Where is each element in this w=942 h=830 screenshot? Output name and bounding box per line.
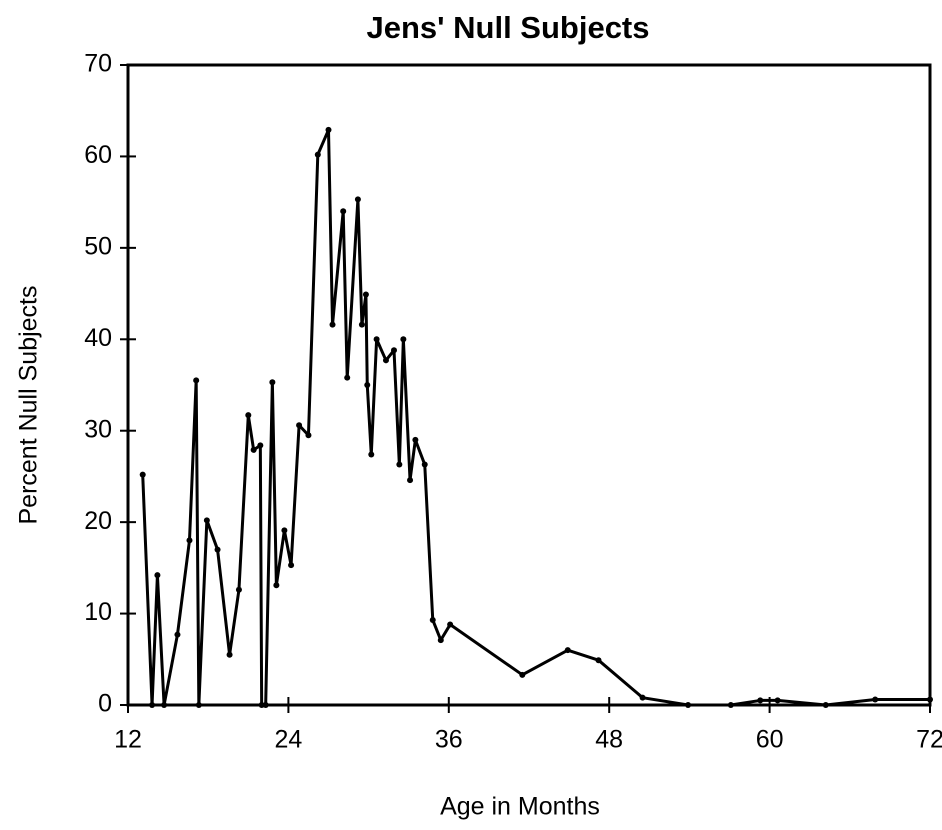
x-tick-label: 24 — [274, 726, 302, 754]
y-tick-label: 30 — [84, 415, 112, 443]
data-point — [382, 357, 389, 364]
data-point — [314, 151, 321, 158]
data-point — [329, 321, 336, 328]
y-tick-label: 60 — [84, 141, 112, 169]
data-point — [226, 651, 233, 658]
data-point — [822, 702, 829, 708]
x-tick-label: 72 — [916, 726, 942, 754]
data-point — [727, 702, 734, 708]
data-point — [186, 537, 193, 544]
x-tick-label: 12 — [114, 726, 142, 754]
data-point — [325, 126, 332, 133]
data-point — [774, 697, 781, 704]
data-point — [149, 702, 156, 708]
data-point — [437, 637, 444, 644]
data-point — [250, 446, 257, 453]
data-point — [368, 451, 375, 458]
data-point — [412, 436, 419, 443]
data-point — [390, 347, 397, 354]
data-point — [340, 208, 347, 215]
data-point — [214, 546, 221, 553]
data-point — [407, 477, 414, 484]
y-tick-label: 0 — [98, 690, 112, 718]
y-tick-label: 20 — [84, 507, 112, 535]
data-point — [927, 696, 933, 703]
data-point — [193, 377, 200, 384]
data-point — [421, 461, 428, 468]
y-tick-label: 40 — [84, 324, 112, 352]
data-point — [288, 562, 295, 569]
data-point — [429, 616, 436, 623]
data-point — [872, 696, 879, 703]
data-point — [257, 442, 264, 449]
data-point — [685, 702, 692, 708]
data-point — [245, 412, 252, 419]
x-axis-label: Age in Months — [440, 793, 600, 821]
data-point — [195, 702, 202, 708]
data-point — [354, 196, 361, 203]
y-axis-label: Percent Null Subjects — [15, 285, 43, 524]
data-point — [362, 291, 369, 298]
data-point — [269, 379, 276, 386]
data-point — [174, 631, 181, 638]
data-point — [305, 432, 312, 439]
y-tick-label: 70 — [84, 50, 112, 78]
data-point — [396, 461, 403, 468]
data-point — [344, 374, 351, 381]
x-tick-label: 60 — [756, 726, 784, 754]
x-tick-label: 36 — [435, 726, 463, 754]
data-point — [203, 517, 210, 524]
data-line — [141, 128, 930, 707]
data-point — [273, 582, 280, 589]
data-point — [154, 572, 161, 579]
data-point — [400, 336, 407, 343]
data-point — [373, 336, 380, 343]
data-point — [161, 702, 168, 708]
data-point — [364, 382, 371, 388]
data-point — [262, 702, 269, 708]
plot-frame — [126, 63, 932, 707]
x-tick-label: 48 — [595, 726, 623, 754]
data-point — [296, 422, 303, 429]
data-point — [235, 586, 242, 593]
data-point — [564, 647, 571, 654]
data-point — [595, 657, 602, 664]
data-point — [639, 694, 646, 701]
data-point — [447, 621, 454, 628]
chart-title: Jens' Null Subjects — [366, 10, 649, 45]
y-tick-label: 10 — [84, 598, 112, 626]
data-point — [358, 321, 365, 328]
data-point — [139, 471, 146, 478]
y-tick-label: 50 — [84, 232, 112, 260]
data-point — [519, 671, 526, 678]
data-point — [281, 527, 288, 534]
data-point — [757, 697, 764, 704]
